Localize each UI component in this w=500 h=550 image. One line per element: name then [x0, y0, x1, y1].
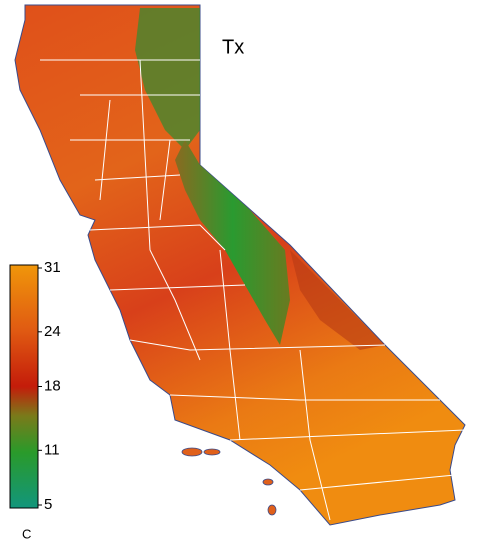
islands — [181, 447, 277, 516]
county-lines — [40, 59, 466, 521]
colorbar-unit: C — [22, 526, 31, 541]
colorbar-tick-label: 5 — [44, 496, 52, 513]
colorbar: 31 24 18 11 5 — [9, 259, 61, 513]
colorbar-tick-label: 18 — [44, 377, 61, 394]
desert-ranges — [290, 250, 385, 350]
sierra-nevada — [175, 140, 290, 345]
colorbar-tick-label: 24 — [44, 323, 61, 340]
colorbar-tick-label: 11 — [44, 441, 60, 458]
northeast-highlands — [135, 8, 200, 150]
state-map — [14, 4, 466, 526]
map-title: Tx — [222, 36, 244, 58]
colorbar-tick-label: 31 — [44, 259, 61, 276]
colorbar-ramp — [9, 264, 39, 509]
